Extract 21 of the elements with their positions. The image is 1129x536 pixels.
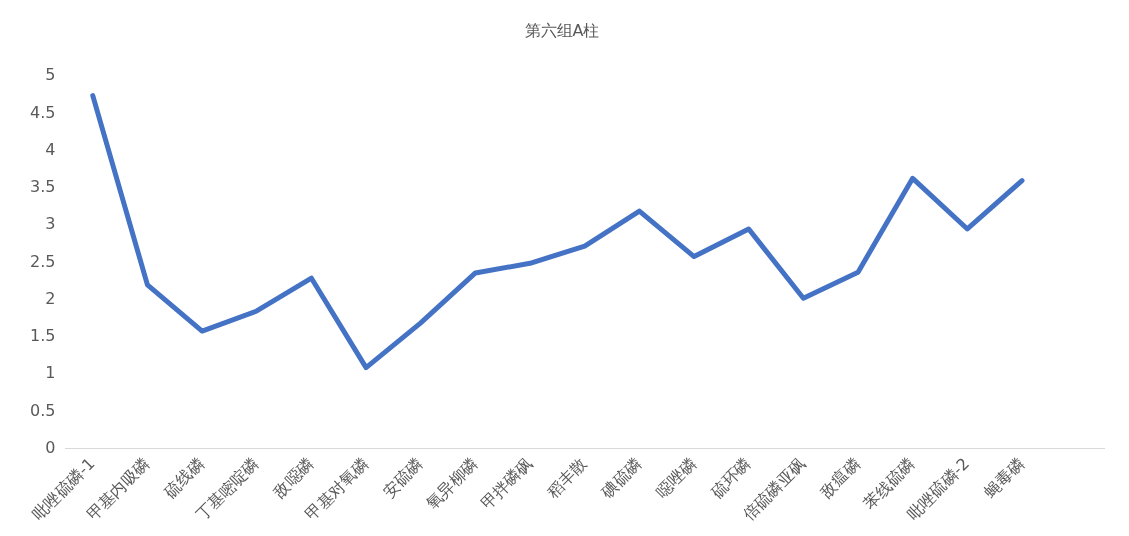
- x-tick-label: 硫线磷: [160, 453, 208, 502]
- chart-title: 第六组A柱: [524, 20, 600, 40]
- x-tick-label: 碘硫磷: [597, 453, 646, 503]
- y-tick-label: 3.5: [29, 177, 56, 197]
- x-tick-label: 硫环磷: [707, 453, 755, 502]
- y-tick-label: 1.5: [29, 326, 56, 346]
- x-tick-label: 甲拌磷砜: [477, 453, 536, 513]
- y-tick-label: 0.5: [29, 400, 56, 420]
- y-tick-label: 0: [45, 438, 56, 458]
- x-tick-label: 稻丰散: [543, 453, 591, 502]
- y-tick-label: 1: [45, 363, 56, 383]
- x-tick-label: 噁唑磷: [652, 453, 700, 502]
- x-tick-label: 蝇毒磷: [980, 453, 1028, 502]
- y-tick-label: 3: [45, 214, 56, 234]
- y-tick-label: 2.5: [29, 251, 56, 271]
- y-tick-label: 2: [45, 288, 56, 308]
- y-tick-label: 4.5: [29, 102, 56, 122]
- y-tick-label: 4: [45, 139, 56, 159]
- x-tick-label: 敌噁磷: [269, 453, 318, 502]
- y-tick-label: 5: [45, 65, 56, 85]
- x-tick-label: 安硫磷: [379, 453, 427, 502]
